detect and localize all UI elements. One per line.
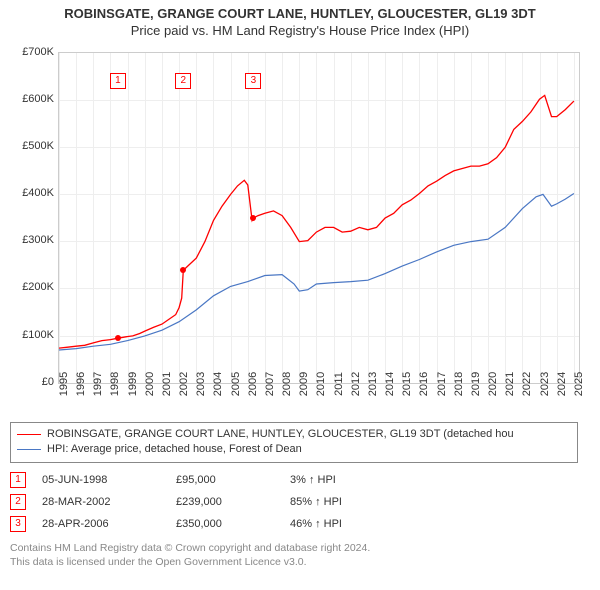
legend-row: ROBINSGATE, GRANGE COURT LANE, HUNTLEY, … [17, 427, 571, 442]
sale-marker-box: 3 [245, 73, 261, 89]
footer-line-1: Contains HM Land Registry data © Crown c… [10, 541, 590, 555]
ytick-label: £600K [10, 93, 54, 105]
legend-label: HPI: Average price, detached house, Fore… [47, 442, 302, 457]
marker-index-box: 2 [10, 494, 26, 510]
marker-pct: 46% ↑ HPI [290, 518, 578, 530]
marker-table-row: 1 05-JUN-1998 £95,000 3% ↑ HPI [10, 469, 578, 491]
sale-marker-dot [250, 215, 256, 221]
ytick-label: £400K [10, 187, 54, 199]
sale-marker-dot [115, 335, 121, 341]
chart-svg [59, 53, 579, 383]
marker-date: 28-MAR-2002 [30, 496, 172, 508]
series-line-subject [59, 95, 574, 348]
marker-price: £350,000 [176, 518, 286, 530]
sale-marker-box: 2 [175, 73, 191, 89]
marker-table-row: 2 28-MAR-2002 £239,000 85% ↑ HPI [10, 491, 578, 513]
title-line-1: ROBINSGATE, GRANGE COURT LANE, HUNTLEY, … [10, 6, 590, 23]
marker-price: £95,000 [176, 474, 286, 486]
marker-price: £239,000 [176, 496, 286, 508]
sale-marker-dot [180, 267, 186, 273]
legend: ROBINSGATE, GRANGE COURT LANE, HUNTLEY, … [10, 422, 578, 463]
ytick-label: £700K [10, 46, 54, 58]
footer: Contains HM Land Registry data © Crown c… [10, 541, 590, 569]
footer-line-2: This data is licensed under the Open Gov… [10, 555, 590, 569]
figure-container: ROBINSGATE, GRANGE COURT LANE, HUNTLEY, … [0, 0, 600, 590]
ytick-label: £300K [10, 234, 54, 246]
marker-date: 05-JUN-1998 [30, 474, 172, 486]
ytick-label: £0 [10, 376, 54, 388]
ytick-label: £200K [10, 281, 54, 293]
ytick-label: £500K [10, 140, 54, 152]
title-line-2: Price paid vs. HM Land Registry's House … [10, 23, 590, 40]
legend-swatch [17, 434, 41, 435]
marker-index-box: 1 [10, 472, 26, 488]
ytick-label: £100K [10, 329, 54, 341]
marker-date: 28-APR-2006 [30, 518, 172, 530]
series-line-hpi [59, 193, 574, 350]
legend-label: ROBINSGATE, GRANGE COURT LANE, HUNTLEY, … [47, 427, 514, 442]
markers-table: 1 05-JUN-1998 £95,000 3% ↑ HPI 2 28-MAR-2002 £… [10, 469, 578, 535]
marker-index-box: 3 [10, 516, 26, 532]
marker-pct: 3% ↑ HPI [290, 474, 578, 486]
marker-pct: 85% ↑ HPI [290, 496, 578, 508]
chart-region: £0 £100K £200K £300K £400K £500K £600K £700K 1 2… [10, 44, 590, 414]
legend-swatch [17, 449, 41, 450]
legend-row: HPI: Average price, detached house, Fore… [17, 442, 571, 457]
sale-marker-box: 1 [110, 73, 126, 89]
plot-area: 1 2 3 [58, 52, 580, 384]
marker-table-row: 3 28-APR-2006 £350,000 46% ↑ HPI [10, 513, 578, 535]
